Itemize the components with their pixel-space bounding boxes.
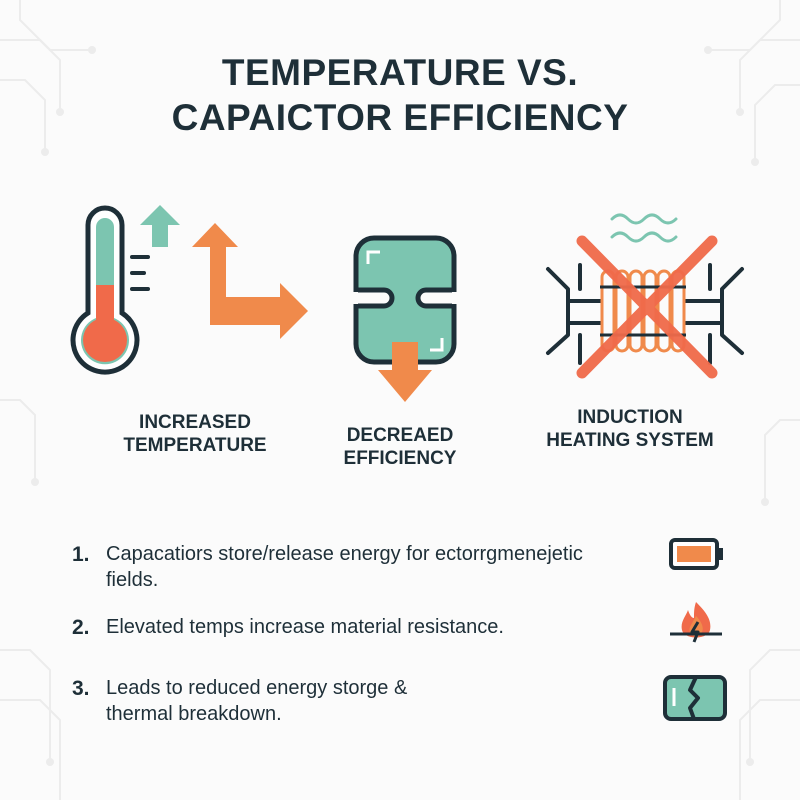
caption-induction: INDUCTION HEATING SYSTEM	[530, 406, 730, 452]
caption-temperature-line-2: TEMPERATURE	[123, 435, 267, 456]
point-1-number: 1.	[72, 543, 90, 566]
caption-efficiency-line-2: EFFICIENCY	[343, 448, 457, 469]
caption-induction-line-2: HEATING SYSTEM	[546, 430, 714, 451]
title-line-1: TEMPERATURE VS.	[221, 52, 579, 93]
point-2-line-1: Elevated temps increase material resista…	[106, 616, 504, 638]
title-line-2: CAPAICTOR EFFICIENCY	[171, 97, 629, 138]
point-2-text: Elevated temps increase material resista…	[106, 614, 666, 640]
broken-capacitor-icon	[663, 675, 727, 721]
caption-efficiency-line-1: DECREAED	[346, 425, 454, 446]
point-3-text: Leads to reduced energy storge & thermal…	[106, 675, 666, 727]
point-1-line-1: Capacatiors store/release energy for ect…	[106, 543, 583, 565]
page-title: TEMPERATURE VS. CAPAICTOR EFFICIENCY	[0, 50, 800, 140]
battery-icon	[669, 538, 723, 570]
point-1-line-2: fields.	[106, 569, 159, 591]
capacitor-icon	[352, 235, 458, 402]
caption-efficiency: DECREAED EFFICIENCY	[320, 424, 480, 470]
point-1-text: Capacatiors store/release energy for ect…	[106, 541, 666, 593]
point-3-number: 3.	[72, 677, 90, 700]
point-3-line-2: thermal breakdown.	[106, 703, 282, 725]
caption-temperature: INCREASED TEMPERATURE	[110, 411, 280, 457]
fire-icon	[670, 602, 722, 643]
caption-temperature-line-1: INCREASED	[139, 412, 251, 433]
caption-induction-line-1: INDUCTION	[577, 407, 683, 428]
point-3-line-1: Leads to reduced energy storge &	[106, 677, 408, 699]
point-2-number: 2.	[72, 616, 90, 639]
induction-coil-icon	[546, 213, 744, 379]
thermometer-icon	[70, 205, 308, 375]
